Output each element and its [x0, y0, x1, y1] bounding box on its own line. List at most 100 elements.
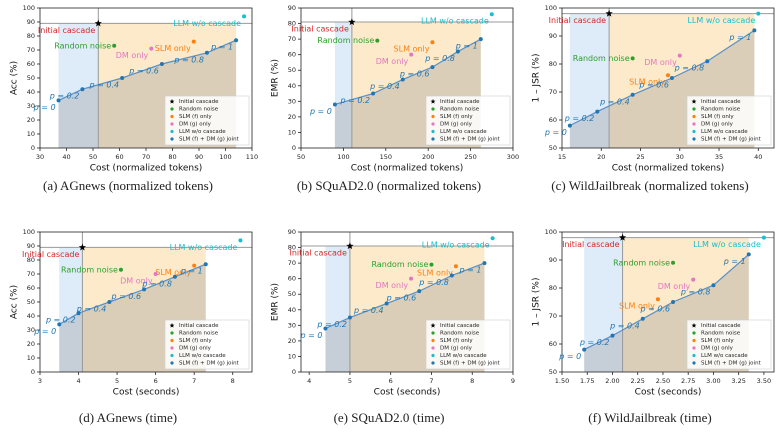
x-axis-label: Cost (normalized tokens) [90, 164, 203, 174]
legend-label: SLM (f) + DM (g) joint [179, 361, 240, 367]
point [630, 92, 635, 97]
legend-label: Initial cascade [701, 323, 741, 329]
y-tick-label: 50 [288, 290, 296, 298]
point [489, 12, 494, 17]
blue-region [59, 247, 83, 372]
x-axis-label: Cost (normalized tokens) [612, 164, 725, 174]
point-label: p = 1 [210, 43, 233, 52]
x-tick-label: 3.00 [706, 377, 720, 385]
point-label: p = 1 [723, 257, 746, 266]
legend-label: Initial cascade [440, 323, 480, 329]
legend-label: DM (g) only [179, 346, 212, 352]
point [671, 260, 676, 265]
point-label: p = 1 [180, 267, 203, 276]
point-label: p = 0.6 [399, 70, 430, 79]
blue-region [58, 23, 99, 148]
point [142, 287, 147, 292]
x-tick-label: 90 [195, 153, 203, 161]
legend-marker [431, 129, 435, 134]
point [57, 322, 62, 327]
y-tick-label: 80 [288, 244, 296, 252]
legend-marker [430, 322, 436, 328]
point-label: p = 0.6 [386, 294, 417, 303]
point-label: p = 0.6 [128, 67, 159, 76]
x-tick-label: 2.75 [681, 377, 695, 385]
legend-label: SLM (f) only [179, 338, 212, 344]
y-tick-label: 20 [27, 116, 35, 124]
point [669, 76, 674, 80]
point-label: LLM w/o cascade [173, 19, 241, 28]
legend-marker [170, 137, 174, 141]
joint-line [58, 263, 206, 325]
x-tick-label: 35 [715, 153, 723, 161]
y-tick-label: 20 [288, 113, 296, 121]
y-tick-label: 80 [27, 32, 35, 40]
point [76, 311, 81, 316]
y-tick-label: 70 [288, 35, 296, 43]
point [582, 347, 587, 352]
y-tick-label: 10 [27, 130, 35, 138]
x-tick-label: 3.50 [757, 377, 771, 385]
legend-label: Random noise [179, 331, 219, 337]
caption: (d) AGnews (time) [78, 410, 178, 425]
point [449, 273, 454, 278]
point [417, 289, 422, 294]
caption: (c) WildJailbreak (normalized tokens) [551, 178, 749, 193]
legend-label: Initial cascade [179, 323, 219, 329]
legend-label: LLM w/o cascade [701, 129, 748, 135]
legend-marker [431, 331, 435, 335]
legend-label: SLM (f) + DM (g) joint [179, 137, 240, 143]
point [455, 49, 460, 54]
joint-line [569, 29, 755, 127]
legend-marker [431, 361, 435, 365]
x-tick-label: 5 [115, 377, 119, 385]
point [172, 274, 177, 279]
point-label: p = 1 [455, 42, 478, 51]
point-label: LLM w/o cascade [687, 16, 755, 25]
point-label: p = 0 [309, 107, 332, 116]
point [234, 38, 239, 43]
y-tick-label: 0 [31, 144, 35, 152]
point [430, 65, 435, 70]
point-label: p = 0.4 [599, 97, 630, 106]
point [610, 333, 615, 338]
legend-label: Initial cascade [179, 99, 219, 105]
y-tick-label: 60 [288, 275, 296, 283]
point [375, 38, 380, 43]
x-tick-label: 2.25 [630, 377, 644, 385]
point [346, 242, 354, 250]
point [78, 243, 87, 251]
x-tick-label: 3.25 [731, 377, 745, 385]
point-label: p = 0.6 [638, 81, 669, 90]
point [191, 39, 196, 44]
x-tick-label: 50 [89, 153, 97, 161]
point-label: LLM w/o cascade [422, 241, 490, 250]
y-tick-label: 70 [27, 46, 35, 54]
point-label: Initial cascade [562, 240, 620, 249]
legend-label: DM (g) only [440, 346, 473, 352]
legend-label: SLM (f) + DM (g) joint [701, 137, 762, 143]
legend-label: DM (g) only [179, 122, 212, 128]
point-label: DM only [120, 277, 153, 286]
point-label: p = 0.2 [579, 338, 610, 347]
point [482, 261, 487, 266]
y-tick-label: 70 [27, 270, 35, 278]
legend-label: SLM (f) only [440, 338, 473, 344]
legend-marker [170, 331, 174, 335]
y-tick-label: 10 [27, 354, 35, 362]
point-label: SLM only [619, 302, 655, 311]
point-label: SLM only [394, 45, 430, 54]
x-axis-label: Cost (seconds) [374, 388, 441, 398]
y-tick-label: 0 [292, 368, 296, 376]
legend-label: LLM w/o cascade [179, 353, 226, 359]
point [323, 326, 328, 331]
point [384, 301, 389, 306]
plot-frame [561, 7, 775, 149]
point-label: p = 0.4 [609, 321, 640, 330]
x-tick-label: 30 [676, 153, 684, 161]
y-tick-label: 20 [288, 337, 296, 345]
joint-line [58, 39, 237, 101]
legend-label: LLM w/o cascade [440, 129, 487, 135]
point [655, 297, 660, 302]
point-label: p = 0.2 [564, 114, 595, 123]
